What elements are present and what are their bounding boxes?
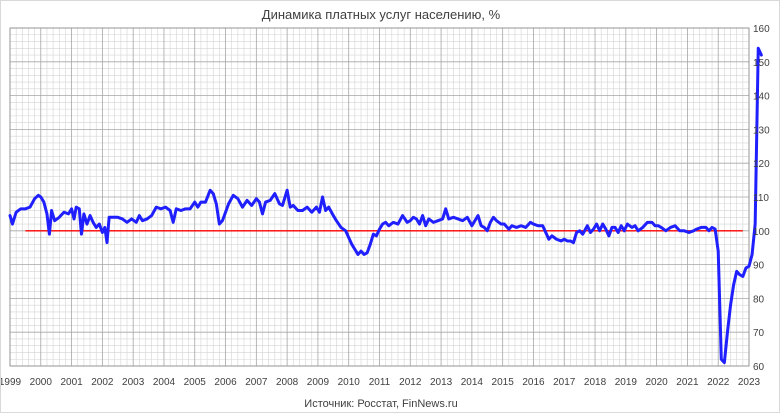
x-tick-label: 2015 xyxy=(492,377,515,388)
x-axis: 1999 2000 2001 2002 2003 2004 2005 2006 2007 2008… xyxy=(1,377,761,388)
series-line-0 xyxy=(8,46,763,365)
x-tick-label: 2022 xyxy=(707,377,730,388)
y-tick-label: 140 xyxy=(753,92,770,103)
plot-area-border xyxy=(9,27,750,367)
x-tick-label: 2019 xyxy=(615,377,638,388)
series-group xyxy=(8,46,763,365)
x-tick-label: 1999 xyxy=(1,377,22,388)
y-tick-label: 70 xyxy=(753,328,765,339)
x-tick-label: 2007 xyxy=(245,377,268,388)
y-tick-label: 80 xyxy=(753,294,765,305)
x-tick-label: 2017 xyxy=(553,377,576,388)
x-tick-label: 2009 xyxy=(307,377,330,388)
y-axis: 60 70 80 90 100 110 120 130 140 150 160 xyxy=(753,24,770,373)
x-tick-label: 2000 xyxy=(30,377,53,388)
y-tick-label: 100 xyxy=(753,227,770,238)
x-tick-label: 2021 xyxy=(676,377,699,388)
y-tick-label: 160 xyxy=(753,24,770,35)
x-tick-label: 2004 xyxy=(153,377,176,388)
x-tick-label: 2013 xyxy=(430,377,453,388)
x-tick-label: 2001 xyxy=(60,377,83,388)
y-tick-label: 60 xyxy=(753,362,765,373)
x-tick-label: 2018 xyxy=(584,377,607,388)
x-tick-label: 2002 xyxy=(91,377,114,388)
source-note: Источник: Росстат, FinNews.ru xyxy=(304,398,457,410)
y-tick-label: 150 xyxy=(753,58,770,69)
x-tick-label: 2014 xyxy=(461,377,484,388)
x-tick-label: 2020 xyxy=(646,377,669,388)
x-tick-label: 2011 xyxy=(369,377,391,388)
y-tick-label: 120 xyxy=(753,159,770,170)
x-tick-label: 2016 xyxy=(522,377,545,388)
x-tick-label: 2003 xyxy=(122,377,145,388)
x-tick-label: 2012 xyxy=(399,377,422,388)
chart-title: Динамика платных услуг населению, % xyxy=(262,7,501,22)
y-tick-label: 90 xyxy=(753,261,765,272)
y-tick-label: 110 xyxy=(753,193,769,204)
x-tick-label: 2023 xyxy=(738,377,761,388)
grid xyxy=(9,27,750,367)
x-tick-label: 2006 xyxy=(214,377,237,388)
x-tick-label: 2008 xyxy=(276,377,299,388)
y-tick-label: 130 xyxy=(753,125,770,136)
x-tick-label: 2005 xyxy=(184,377,207,388)
x-tick-label: 2010 xyxy=(338,377,361,388)
